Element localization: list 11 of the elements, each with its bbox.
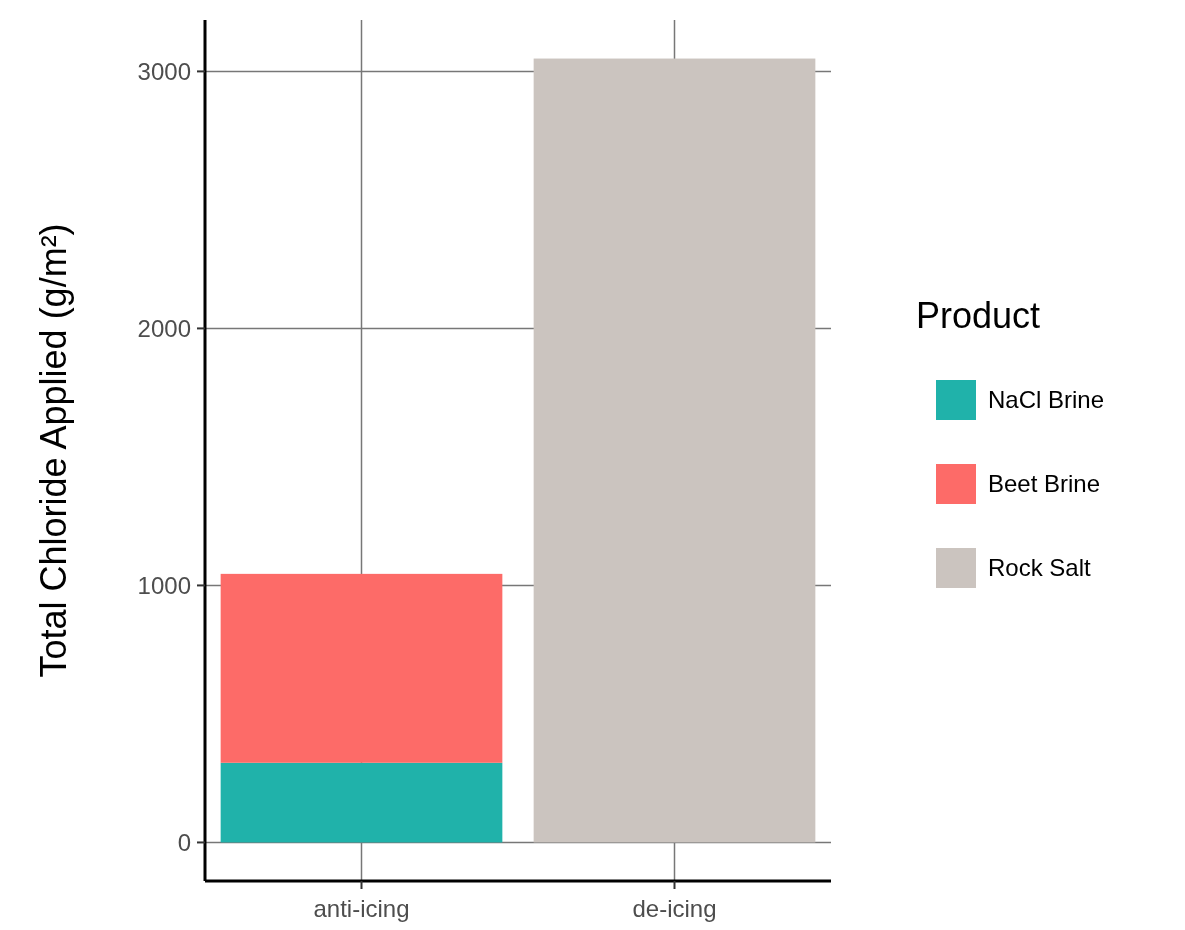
legend-label: Rock Salt	[988, 554, 1092, 582]
legend-label: NaCl Brine	[988, 386, 1105, 414]
y-tick-label: 1000	[137, 571, 191, 599]
y-axis-title: Total Chloride Applied (g/m²)	[33, 223, 74, 678]
y-tick-label: 2000	[137, 314, 191, 342]
legend-label: Beet Brine	[988, 470, 1101, 498]
legend-title: Product	[916, 295, 1041, 336]
x-tick-label: de-icing	[632, 895, 717, 922]
y-tick-label: 0	[177, 828, 191, 856]
x-tick-label: anti-icing	[313, 895, 410, 922]
y-tick-label: 3000	[137, 57, 191, 85]
